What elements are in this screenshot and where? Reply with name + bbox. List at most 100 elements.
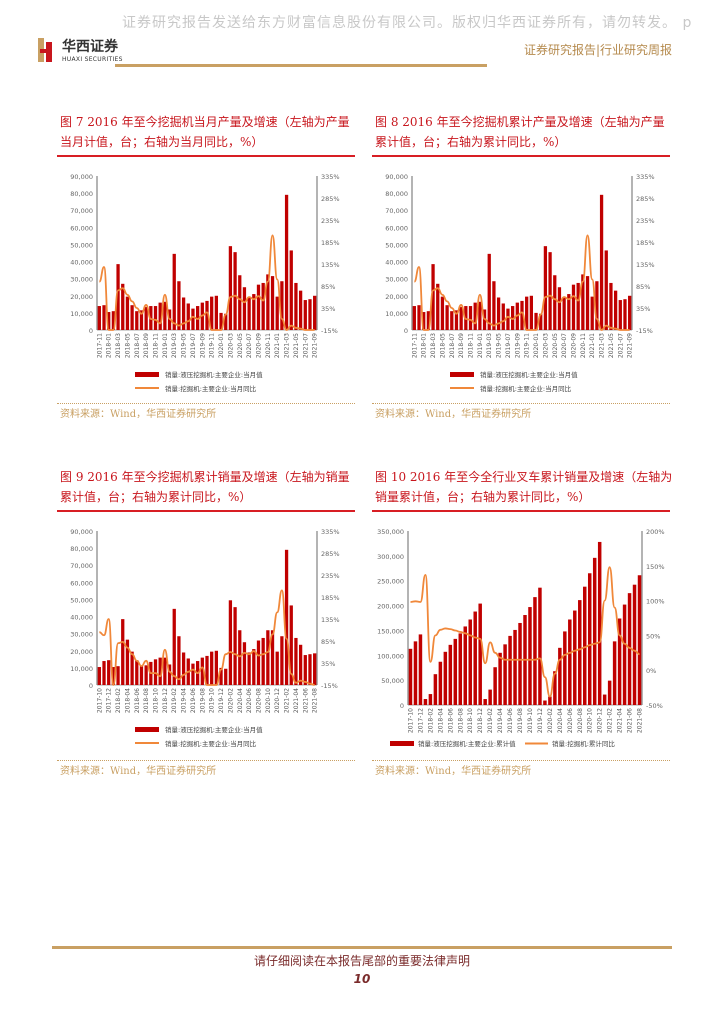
- x-tick-label: 2019-02: [171, 688, 178, 713]
- y2-tick-label: 285%: [636, 195, 655, 203]
- bar: [501, 303, 505, 330]
- bar: [303, 300, 307, 330]
- bar: [210, 651, 214, 685]
- y-tick-label: 10,000: [70, 310, 93, 318]
- x-tick-label: 2018-07: [449, 333, 456, 358]
- bar: [458, 633, 463, 705]
- bar: [478, 301, 482, 330]
- bar: [503, 644, 507, 705]
- bar: [438, 661, 443, 705]
- bar: [172, 253, 176, 330]
- bar: [313, 653, 317, 685]
- y-tick-label: 20,000: [70, 293, 93, 301]
- figure-source: 资料来源：Wind，华西证券研究所: [375, 766, 532, 777]
- bar: [242, 642, 247, 685]
- bar: [102, 305, 106, 330]
- y-tick-label: 30,000: [70, 631, 93, 639]
- y-tick-label: 10,000: [385, 310, 408, 318]
- bar: [191, 663, 195, 685]
- x-tick-label: 2018-11: [468, 333, 475, 358]
- bar: [158, 302, 162, 330]
- bar: [308, 299, 312, 330]
- bar: [448, 644, 453, 705]
- x-tick-label: 2018-06: [134, 688, 141, 713]
- bar: [436, 283, 440, 330]
- x-tick-label: 2019-01: [162, 333, 169, 358]
- bar: [576, 282, 580, 330]
- bar: [228, 246, 233, 330]
- bar: [604, 250, 608, 330]
- y-tick-label: 40,000: [70, 614, 93, 622]
- bar: [533, 597, 537, 705]
- x-tick-label: 2021-07: [302, 333, 309, 358]
- line-series: [410, 566, 640, 698]
- x-tick-label: 2021-02: [607, 708, 614, 733]
- line-series: [99, 589, 315, 686]
- x-tick-label: 2021-05: [293, 333, 300, 358]
- logo-english: HUAXI SECURITIES: [62, 56, 123, 63]
- bar: [567, 294, 571, 330]
- x-tick-label: 2019-08: [199, 688, 206, 713]
- y-tick-label: 300,000: [377, 553, 404, 561]
- bar: [529, 295, 533, 330]
- x-tick-label: 2020-05: [552, 333, 559, 358]
- line-series: [413, 234, 630, 331]
- x-tick-label: 2018-05: [124, 333, 131, 358]
- x-tick-label: 2020-05: [237, 333, 244, 358]
- y-tick-label: 100,000: [377, 652, 404, 660]
- bar: [508, 635, 512, 705]
- bar: [433, 674, 438, 705]
- y2-tick-label: 35%: [321, 305, 335, 313]
- x-tick-label: 2021-03: [284, 333, 291, 358]
- bar: [177, 281, 181, 330]
- bar: [422, 312, 426, 330]
- bar: [543, 700, 547, 705]
- y-tick-label: 0: [89, 327, 93, 335]
- x-tick-label: 2021-04: [617, 708, 624, 733]
- bar: [224, 668, 228, 685]
- bar: [294, 637, 298, 685]
- bar: [121, 619, 125, 685]
- bar: [597, 541, 602, 705]
- bar: [553, 671, 557, 705]
- bar: [289, 605, 293, 685]
- bar: [266, 630, 270, 685]
- bar: [289, 250, 293, 330]
- bar: [583, 586, 587, 705]
- y2-tick-label: 235%: [636, 217, 655, 225]
- y-tick-label: 50,000: [70, 241, 93, 249]
- bar: [562, 297, 566, 330]
- y-tick-label: 20,000: [70, 648, 93, 656]
- bar: [473, 302, 477, 330]
- bar: [144, 665, 148, 685]
- x-tick-label: 2020-09: [255, 333, 262, 358]
- bar: [125, 639, 130, 685]
- bar: [153, 306, 158, 330]
- x-tick-label: 2019-09: [199, 333, 206, 358]
- bar: [587, 573, 592, 705]
- bar: [130, 305, 134, 330]
- bar: [623, 299, 627, 330]
- bar: [443, 651, 448, 705]
- legend-bar-swatch: [135, 727, 159, 732]
- bar: [210, 296, 214, 330]
- bar: [602, 694, 607, 705]
- y2-tick-label: 85%: [321, 283, 335, 291]
- x-tick-label: 2020-01: [533, 333, 540, 358]
- y-tick-label: 0: [404, 327, 408, 335]
- x-tick-label: 2018-04: [124, 688, 131, 713]
- figure-source: 资料来源：Wind，华西证券研究所: [375, 409, 532, 420]
- bar: [528, 607, 532, 705]
- x-tick-label: 2018-08: [457, 708, 464, 733]
- x-tick-label: 2021-07: [617, 333, 624, 358]
- bar: [107, 660, 111, 685]
- bar: [518, 622, 522, 705]
- bar: [196, 306, 200, 330]
- legend-label: 销量:液压挖掘机:主要企业:当月值: [165, 370, 263, 379]
- bar: [468, 306, 473, 330]
- y2-tick-label: 285%: [321, 550, 340, 558]
- figure-bottom-rule: [372, 403, 670, 405]
- y2-tick-label: 0%: [646, 667, 656, 675]
- bar: [426, 311, 431, 330]
- bar: [111, 667, 116, 685]
